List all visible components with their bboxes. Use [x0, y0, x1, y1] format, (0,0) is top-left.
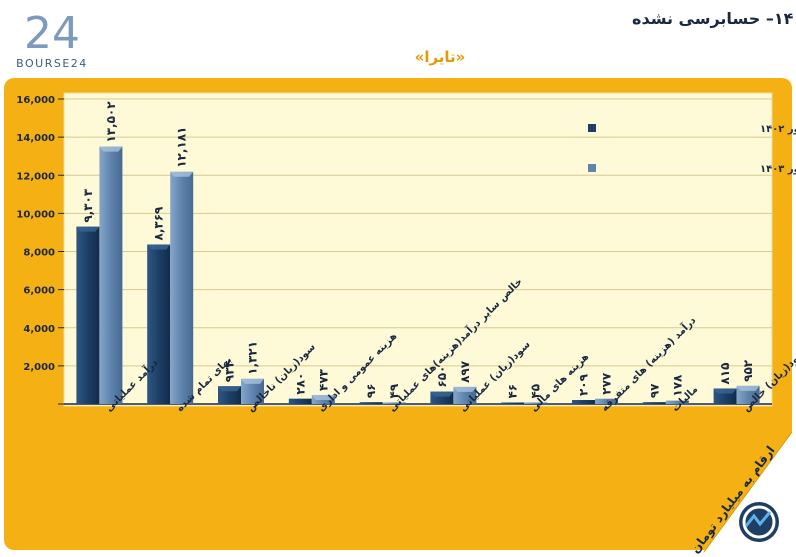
- bar-1403: [665, 400, 689, 404]
- bar-cap: [453, 386, 477, 392]
- data-label: ۴۷۳: [316, 368, 330, 391]
- bar-cap: [218, 386, 241, 392]
- legend-label: عملکرد منتهی به شهریور ۱۴۰۲: [760, 124, 796, 135]
- data-label: ۹۳۴: [223, 360, 237, 382]
- y-tick-label: 10,000: [16, 209, 55, 220]
- bar-1403: [170, 171, 194, 404]
- bar-cap: [736, 385, 760, 391]
- bar-cap: [430, 391, 454, 397]
- legend-swatch: [588, 164, 596, 172]
- page-title: اطلاعات ۶ ماهه منتهی به ۳۱ شهریور ۱۴۰۳– …: [632, 9, 796, 28]
- bar-1402: [572, 400, 595, 404]
- bar-1403: [382, 402, 406, 404]
- page-subtitle: «تایرا»: [415, 48, 466, 66]
- logo: 24 BOURSE24: [14, 4, 88, 70]
- bar-1403: [524, 402, 548, 404]
- bar-cap: [241, 378, 264, 384]
- y-tick-label: 6,000: [23, 286, 55, 297]
- brand-badge-icon: [739, 502, 779, 542]
- legend-label: عملکرد منتهی به شهریور ۱۴۰۳: [760, 164, 796, 175]
- data-label: ۴۵: [529, 384, 543, 399]
- bar-1402: [359, 402, 383, 404]
- bar-1403: [99, 146, 123, 405]
- bar-1402: [147, 244, 171, 404]
- bars: [76, 146, 760, 405]
- data-label: ۶۵۰: [435, 366, 449, 388]
- data-label: ۴۶: [506, 384, 520, 399]
- bar-1403: [241, 378, 264, 404]
- data-label: ۹۶: [364, 384, 378, 399]
- bar-1402: [76, 226, 100, 404]
- bar-1402: [642, 402, 666, 404]
- data-label: ۹۵۲: [741, 359, 755, 382]
- y-tick-label: 4,000: [23, 324, 55, 335]
- data-label: ۱۲,۱۸۱: [175, 127, 189, 168]
- bar-1402: [288, 398, 312, 404]
- data-label: ۸,۳۶۹: [152, 206, 166, 241]
- logo-number: 24: [24, 8, 80, 59]
- data-label: ۲۸۰: [293, 373, 307, 395]
- y-tick-label: 8,000: [23, 248, 55, 259]
- data-labels: ۹,۳۰۳ ۱۳,۵۰۲ ۸,۳۶۹ ۱۲,۱۸۱ ۹۳۴ ۱,۳۲۱ ۲۸۰ ۴۷۳ ۹۶ ۴۹…: [81, 101, 755, 399]
- bar-cap: [76, 226, 100, 232]
- legend-swatch: [588, 124, 596, 132]
- data-label: ۱,۳۲۱: [246, 341, 260, 375]
- bar-cap: [713, 388, 737, 394]
- data-label: ۸۹۷: [458, 360, 472, 383]
- bar-cap: [147, 244, 171, 250]
- data-label: ۸۱۵: [718, 362, 732, 384]
- y-tick-label: 14,000: [16, 133, 55, 144]
- data-label: ۱۳,۵۰۲: [104, 101, 118, 143]
- data-label: ۲۰۹: [577, 373, 591, 396]
- bar-cap: [170, 171, 194, 177]
- data-label: ۲۷۷: [600, 372, 614, 395]
- data-label: ۹۷: [647, 383, 661, 398]
- data-label: ۱۷۸: [670, 374, 684, 397]
- data-label: ۴۹: [387, 383, 401, 398]
- y-tick-label: 16,000: [16, 95, 55, 106]
- data-label: ۹,۳۰۳: [81, 188, 95, 223]
- bar-1403: [595, 398, 618, 404]
- logo-text: BOURSE24: [16, 57, 88, 70]
- bar-cap: [311, 394, 335, 400]
- bar-1402: [501, 402, 525, 404]
- y-tick-label: 2,000: [23, 362, 55, 373]
- y-tick-label: 12,000: [16, 171, 55, 182]
- legend: عملکرد منتهی به شهریور ۱۴۰۲ عملکرد منتهی …: [588, 124, 796, 175]
- bar-cap: [99, 146, 123, 152]
